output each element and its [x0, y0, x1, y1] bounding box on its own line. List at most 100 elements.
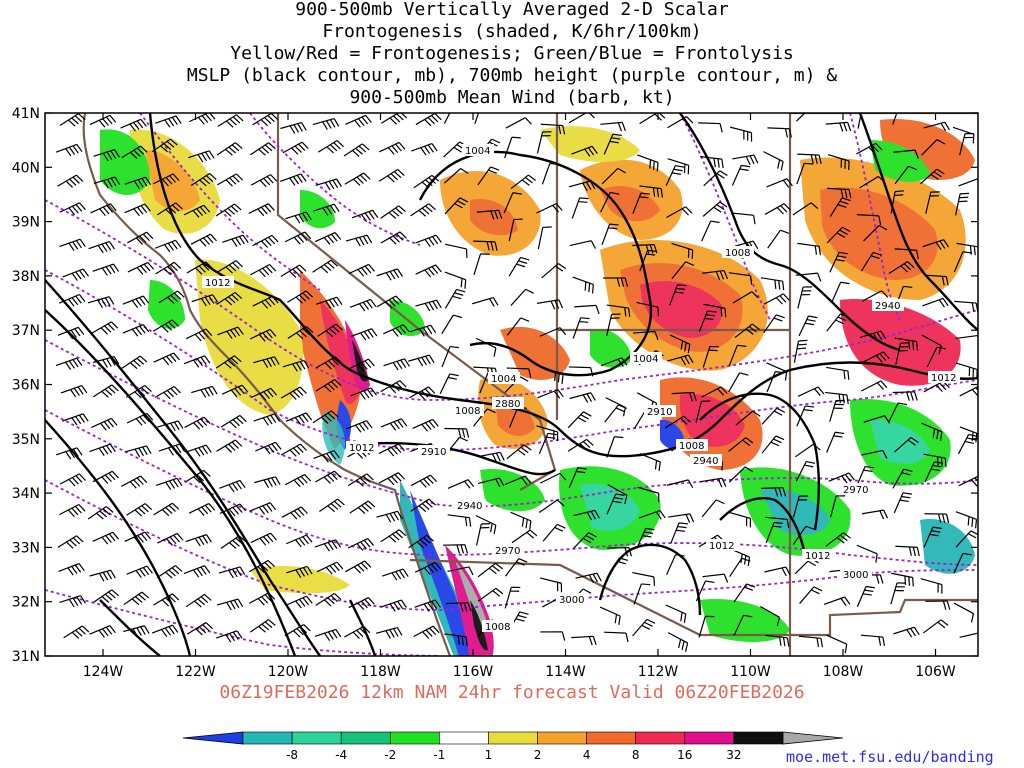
wind-barb: [831, 281, 850, 303]
wind-barb: [447, 514, 472, 527]
wind-barb: [315, 296, 343, 309]
wind-barb: [217, 114, 244, 128]
wind-barb: [156, 420, 184, 433]
wind-barb: [249, 263, 277, 278]
wind-barb: [59, 238, 86, 251]
credit-link[interactable]: moe.met.fsu.edu/banding: [786, 748, 994, 766]
wind-barb: [249, 142, 276, 156]
wind-barb: [953, 602, 975, 623]
wind-barb: [732, 291, 759, 304]
wind-barb: [860, 251, 882, 272]
wind-barb: [314, 628, 342, 642]
wind-barb: [123, 591, 150, 606]
wind-barb: [925, 191, 940, 214]
wind-barb: [376, 268, 403, 281]
wind-barb: [124, 203, 151, 217]
mslp-labels: 1004 1004 1004 1008 1008 1008 1008 1012 …: [202, 144, 960, 633]
wind-barb: [924, 274, 949, 286]
wind-barb: [572, 276, 594, 294]
wind-barb: [62, 268, 89, 281]
colorbar-arrow-right: [782, 731, 844, 745]
wind-barb: [829, 399, 845, 422]
wind-barb: [856, 142, 883, 155]
wind-barb: [574, 304, 600, 315]
wind-barb: [380, 418, 408, 431]
wind-barb: [477, 166, 500, 186]
wind-barb: [572, 532, 597, 549]
colorbar-swatch: [684, 731, 735, 745]
wind-barb: [537, 226, 552, 250]
wind-barb: [606, 304, 631, 318]
wind-barb: [473, 240, 498, 251]
wind-barb: [477, 587, 504, 602]
wind-barb: [444, 271, 467, 289]
wind-barb: [444, 288, 466, 309]
wind-barb: [892, 391, 918, 401]
wind-barb: [671, 391, 697, 402]
height-label: 2940: [693, 456, 718, 467]
wind-barb: [894, 248, 919, 260]
wind-barb: [124, 176, 152, 189]
latitude-axis: 41N 40N 39N 38N 37N 36N 35N 34N 33N 32N 31N: [12, 106, 978, 665]
colorbar-swatch: [586, 731, 637, 745]
wind-barb: [188, 503, 216, 516]
wind-barb: [664, 415, 691, 429]
wind-barb: [695, 580, 715, 602]
wind-barb: [153, 352, 180, 366]
height-label: 2940: [875, 301, 900, 312]
wind-barb: [477, 562, 504, 578]
wind-barb: [921, 334, 942, 355]
wind-barb: [473, 253, 490, 276]
wind-barb: [539, 472, 567, 484]
colorbar-label: -4: [335, 748, 347, 762]
lat-label: 34N: [12, 486, 40, 502]
lon-label: 122W: [175, 664, 216, 680]
wind-barb: [217, 326, 244, 339]
wind-barb: [637, 154, 659, 172]
wind-barb: [600, 357, 628, 367]
wind-barb: [894, 337, 919, 351]
wind-barb: [57, 326, 85, 340]
title-line-4: MSLP (black contour, mb), 700mb height (…: [186, 65, 838, 86]
wind-barb: [349, 298, 377, 312]
wind-barb: [250, 532, 277, 546]
wind-barb: [443, 167, 469, 184]
wind-barb: [793, 339, 808, 363]
wind-barb: [217, 260, 244, 274]
wind-barb: [409, 386, 436, 400]
wind-barb: [410, 474, 438, 488]
wind-barb: [670, 522, 689, 544]
wind-barb: [861, 380, 888, 392]
wind-barb: [120, 475, 148, 489]
wind-barb: [541, 162, 559, 185]
colorbar-swatch: [340, 731, 391, 745]
wind-barb: [383, 358, 410, 371]
wind-barb: [607, 557, 629, 577]
wind-barb: [665, 604, 687, 623]
wind-barb: [923, 121, 950, 132]
wind-barb: [152, 319, 179, 333]
wind-barb: [636, 301, 660, 317]
wind-barb: [216, 630, 243, 643]
wind-barb: [183, 355, 211, 368]
mslp-label: 1012: [205, 278, 230, 289]
wind-barb: [639, 185, 664, 198]
wind-barb: [350, 387, 377, 400]
lon-label: 112W: [638, 664, 679, 680]
wind-barb: [282, 141, 309, 155]
wind-barb: [249, 619, 276, 633]
wind-barb: [765, 521, 783, 544]
wind-barb: [923, 453, 947, 468]
wind-barb: [764, 203, 791, 215]
wind-barb: [478, 477, 505, 488]
wind-barb: [702, 573, 729, 583]
wind-barb: [827, 153, 850, 171]
wind-barb: [185, 593, 212, 608]
wind-barb: [444, 633, 468, 646]
wind-barb: [378, 472, 406, 486]
wind-barb: [510, 511, 532, 530]
wind-barb: [604, 631, 629, 643]
wind-barb: [924, 461, 944, 483]
wind-barb: [57, 535, 84, 549]
